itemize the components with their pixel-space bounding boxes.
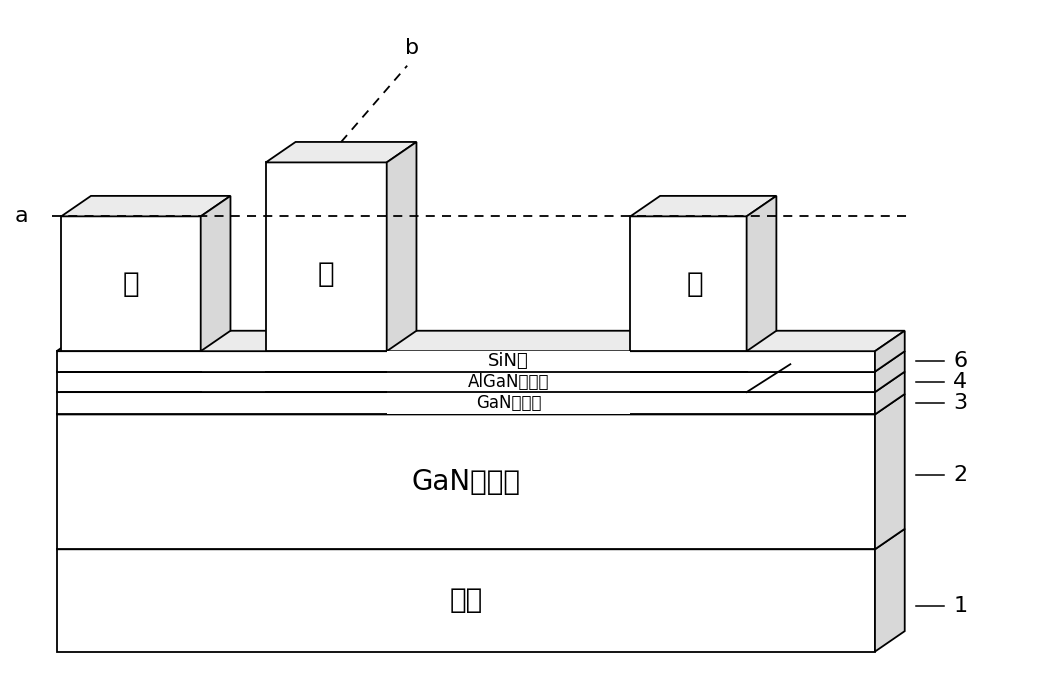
Polygon shape [62,196,230,216]
Text: a: a [15,206,29,227]
Text: 衬底: 衬底 [449,586,483,615]
Polygon shape [266,142,417,163]
Text: 2: 2 [953,465,968,485]
Polygon shape [62,216,201,351]
Text: AlGaN势帢层: AlGaN势帢层 [468,373,550,391]
Text: 源: 源 [123,270,139,298]
Polygon shape [56,351,875,371]
Polygon shape [56,392,875,415]
Polygon shape [630,216,747,351]
Polygon shape [266,163,386,351]
Polygon shape [875,331,905,371]
Polygon shape [56,529,905,549]
Text: 3: 3 [953,393,968,413]
Text: GaN沟道层: GaN沟道层 [475,394,541,412]
Text: 1: 1 [953,595,968,615]
Text: SiN层: SiN层 [488,353,529,371]
Polygon shape [386,142,417,351]
Text: 4: 4 [953,372,968,392]
Text: 漏: 漏 [686,270,703,298]
Polygon shape [56,549,875,652]
Polygon shape [875,394,905,549]
Text: GaN缓冲层: GaN缓冲层 [412,468,520,496]
Polygon shape [56,394,905,415]
Polygon shape [386,351,630,415]
Polygon shape [875,529,905,652]
Polygon shape [56,371,905,392]
Polygon shape [201,196,230,351]
Polygon shape [630,196,777,216]
Polygon shape [56,371,875,392]
Polygon shape [875,351,905,392]
Polygon shape [56,415,875,549]
Polygon shape [875,371,905,415]
Polygon shape [56,351,905,371]
Text: b: b [404,39,419,59]
Text: 栊: 栊 [318,260,334,289]
Polygon shape [56,331,905,351]
Text: 6: 6 [953,351,968,371]
Polygon shape [747,196,777,351]
